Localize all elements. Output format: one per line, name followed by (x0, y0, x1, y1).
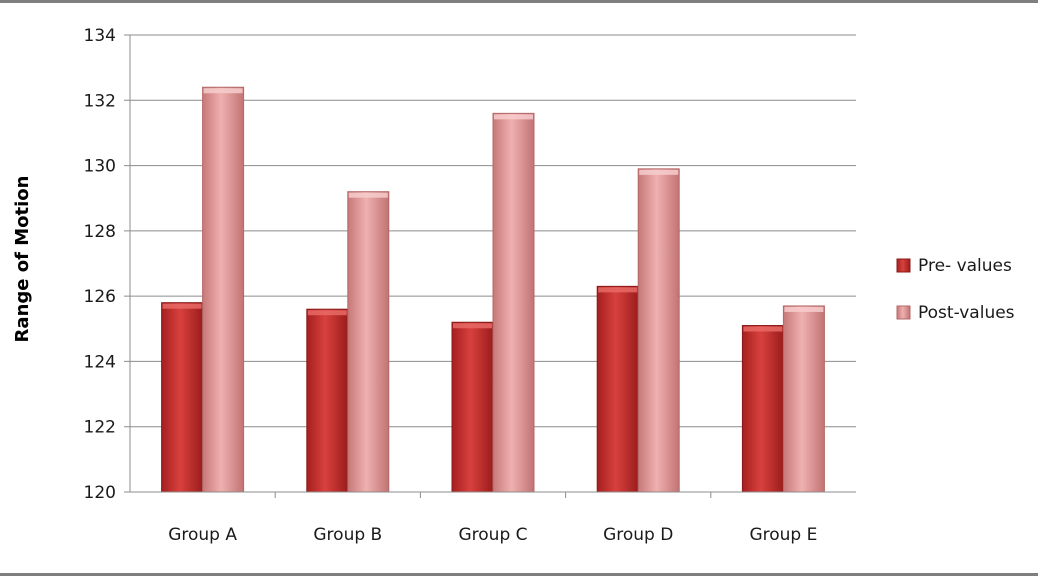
y-tick-label: 130 (84, 157, 116, 177)
bar-pre-group-a (161, 302, 204, 493)
y-tick-label: 134 (84, 26, 116, 46)
bar-highlight (784, 306, 824, 312)
x-category-label: Group B (313, 525, 382, 545)
bar-post-group-a (202, 86, 245, 493)
y-tick-label: 124 (84, 352, 116, 372)
y-tick-label: 132 (84, 91, 116, 111)
y-tick-label: 126 (84, 287, 116, 307)
bar-highlight (453, 323, 492, 329)
bars (161, 86, 825, 493)
bar-highlight (598, 287, 638, 293)
bar-pre-group-c (451, 321, 494, 493)
bar-post-group-b (347, 191, 390, 493)
legend-label-post: Post-values (918, 303, 1015, 323)
y-tick-label: 120 (84, 483, 116, 503)
x-category-label: Group C (458, 525, 527, 545)
bar-highlight (639, 169, 679, 175)
bar-highlight (494, 114, 533, 120)
legend-swatch-post (896, 305, 911, 320)
bar-post-group-c (492, 112, 535, 493)
x-category-label: Group E (749, 525, 817, 545)
x-category-label: Group D (603, 525, 673, 545)
bar-highlight (348, 192, 388, 198)
bar-highlight (307, 310, 347, 316)
bar-highlight (743, 326, 783, 332)
legend: Pre- values Post-values (896, 256, 1015, 323)
bar-pre-group-b (306, 308, 349, 493)
bar-pre-group-e (741, 325, 784, 493)
bar-chart: 120 122 124 126 128 130 132 134 Group A Group B Gr… (12, 26, 1015, 545)
bar-pre-group-d (596, 285, 639, 493)
y-axis-title: Range of Motion (12, 176, 33, 343)
legend-swatch-pre (896, 258, 911, 273)
bar-highlight (162, 303, 202, 309)
bar-post-group-d (637, 168, 680, 493)
x-category-label: Group A (168, 525, 237, 545)
axes: 120 122 124 126 128 130 132 134 Group A Group B Gr… (84, 26, 856, 545)
y-tick-label: 122 (84, 418, 116, 438)
bar-post-group-e (782, 305, 825, 493)
legend-label-pre: Pre- values (918, 256, 1012, 276)
y-tick-label: 128 (84, 222, 116, 242)
bar-highlight (203, 88, 243, 94)
